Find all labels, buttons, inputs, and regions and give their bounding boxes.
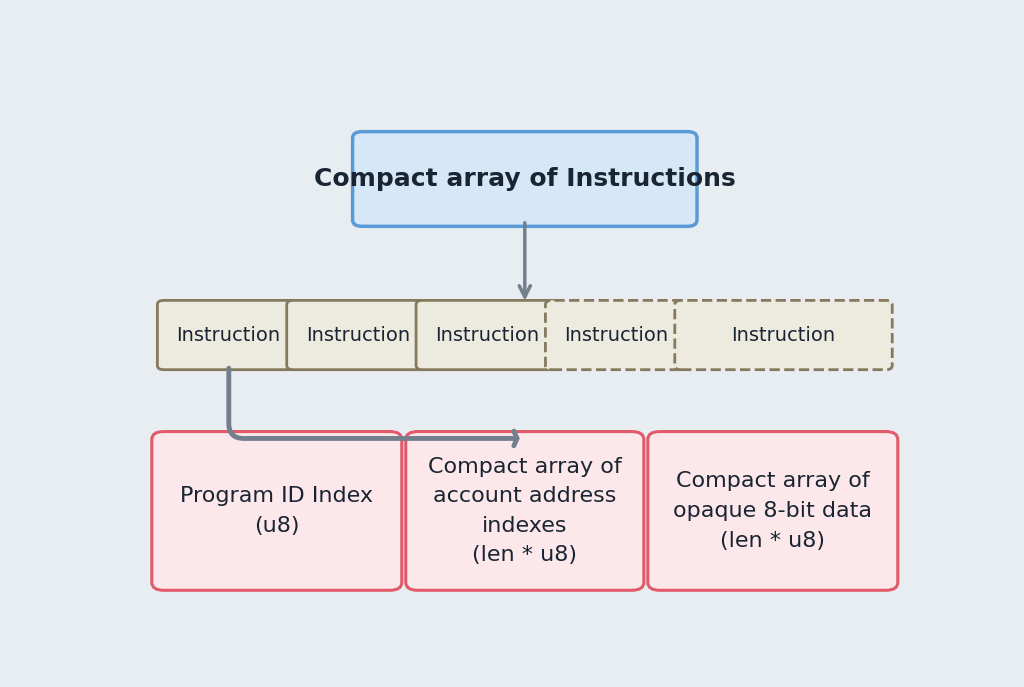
Text: Instruction: Instruction	[731, 326, 836, 345]
Text: Instruction: Instruction	[435, 326, 540, 345]
FancyBboxPatch shape	[675, 300, 892, 370]
FancyBboxPatch shape	[546, 300, 687, 370]
FancyBboxPatch shape	[648, 431, 898, 590]
Text: Program ID Index
(u8): Program ID Index (u8)	[180, 486, 374, 536]
Text: Compact array of
account address
indexes
(len * u8): Compact array of account address indexes…	[428, 457, 622, 565]
FancyBboxPatch shape	[158, 300, 299, 370]
Text: Compact array of Instructions: Compact array of Instructions	[314, 167, 735, 191]
FancyBboxPatch shape	[352, 132, 697, 226]
Text: Instruction: Instruction	[176, 326, 281, 345]
Text: Compact array of
opaque 8-bit data
(len * u8): Compact array of opaque 8-bit data (len …	[674, 471, 872, 550]
Text: Instruction: Instruction	[306, 326, 410, 345]
FancyBboxPatch shape	[416, 300, 558, 370]
FancyBboxPatch shape	[287, 300, 429, 370]
FancyBboxPatch shape	[406, 431, 644, 590]
Text: Instruction: Instruction	[564, 326, 669, 345]
FancyBboxPatch shape	[152, 431, 401, 590]
